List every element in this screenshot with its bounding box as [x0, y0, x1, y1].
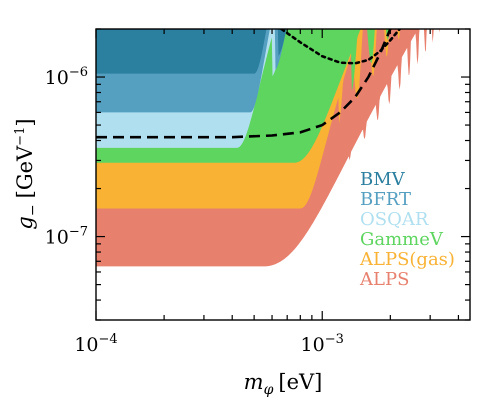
tick-labels: 10−4 10−3 10−7 10−6 — [45, 65, 344, 356]
legend-entry-alps-gas: ALPS(gas) — [359, 249, 455, 270]
x-tick-label: 10−4 — [74, 332, 117, 356]
legend-entry-osqar: OSQAR — [360, 209, 429, 230]
region-bmv — [96, 29, 287, 74]
dashed-limit-curve — [96, 29, 392, 139]
exclusion-regions — [96, 29, 440, 267]
y-tick-label: 10−7 — [45, 225, 88, 249]
dotted-limit-curve — [280, 29, 401, 65]
legend-entry-alps: ALPS — [359, 269, 409, 290]
y-axis-label: g−[GeV−1] — [13, 118, 41, 229]
limit-curves — [96, 29, 401, 139]
x-axis-label: mφ [eV] — [244, 370, 323, 398]
legend-entry-gammev: GammeV — [360, 229, 444, 250]
plot-frame — [95, 28, 471, 321]
legend-entry-bmv: BMV — [360, 169, 406, 190]
y-tick-label: 10−6 — [45, 65, 88, 89]
legend-entry-bfrt: BFRT — [360, 189, 411, 210]
x-tick-label: 10−3 — [301, 332, 344, 356]
